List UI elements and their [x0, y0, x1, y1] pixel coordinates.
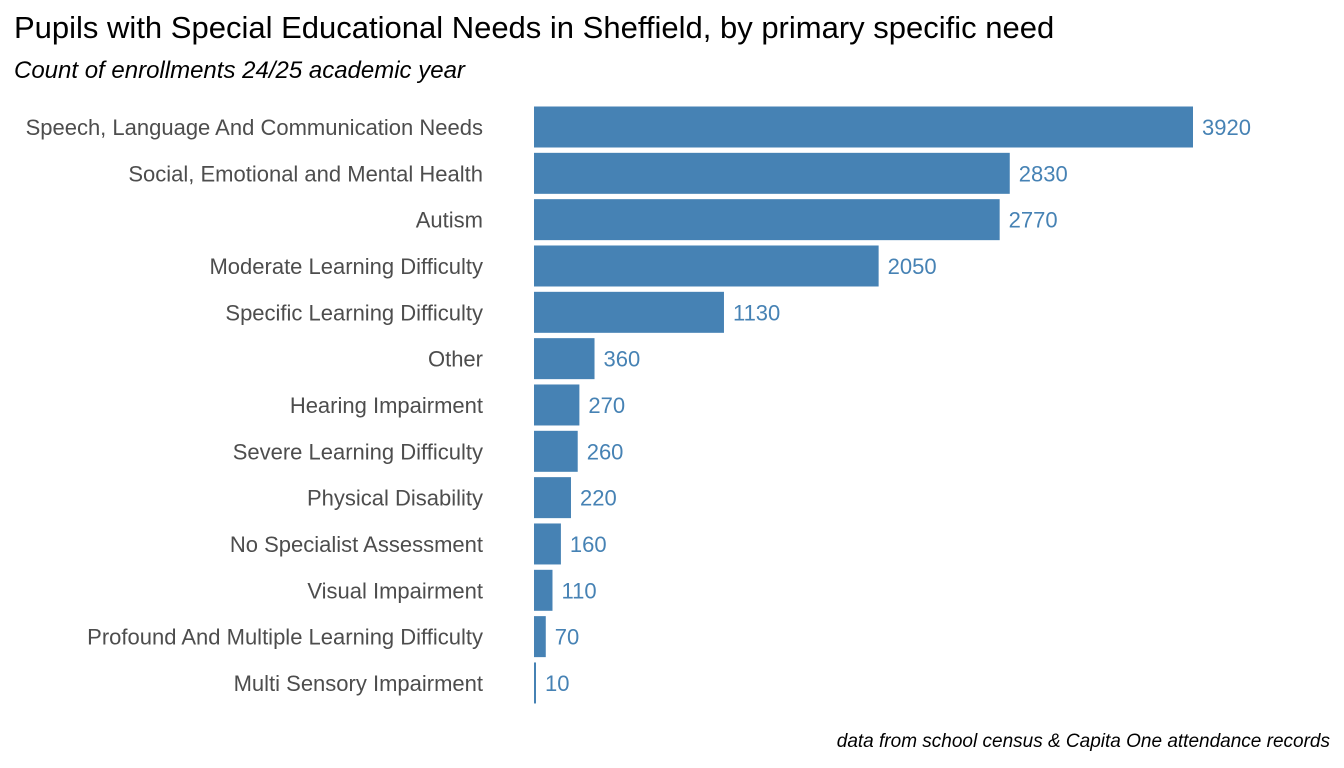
bar	[534, 384, 580, 426]
value-label: 3920	[1202, 115, 1251, 140]
bar	[534, 523, 561, 565]
value-label: 2770	[1009, 208, 1058, 233]
bar	[534, 106, 1193, 148]
value-labels: 3920 2830 2770 2050 1130 360 270 260 220 160 110 70…	[545, 115, 1251, 696]
value-label: 70	[555, 625, 579, 650]
bar	[534, 291, 724, 333]
bar	[534, 569, 553, 611]
chart-caption: data from school census & Capita One att…	[836, 731, 1330, 752]
value-label: 270	[588, 393, 625, 418]
bar	[534, 616, 546, 658]
bar	[534, 199, 1000, 241]
value-label: 110	[561, 578, 596, 603]
value-label: 160	[570, 532, 607, 557]
value-label: 220	[580, 486, 617, 511]
category-label: No Specialist Assessment	[230, 532, 483, 557]
bar	[534, 245, 879, 287]
category-label: Severe Learning Difficulty	[233, 439, 483, 464]
category-label: Autism	[416, 208, 483, 233]
bar	[534, 152, 1010, 194]
bars-group	[534, 106, 1193, 704]
chart-subtitle: Count of enrollments 24/25 academic year	[14, 57, 465, 84]
category-label: Social, Emotional and Mental Health	[128, 161, 483, 186]
category-label: Moderate Learning Difficulty	[209, 254, 483, 279]
category-label: Other	[428, 347, 483, 372]
category-label: Specific Learning Difficulty	[225, 300, 483, 325]
category-label: Profound And Multiple Learning Difficult…	[87, 625, 483, 650]
chart-title: Pupils with Special Educational Needs in…	[14, 10, 1055, 45]
category-label: Speech, Language And Communication Needs	[26, 115, 483, 140]
category-label: Multi Sensory Impairment	[234, 671, 483, 696]
value-label: 1130	[733, 300, 780, 325]
category-label: Physical Disability	[307, 486, 483, 511]
value-label: 260	[587, 439, 624, 464]
bar	[534, 477, 571, 519]
value-label: 2830	[1019, 161, 1068, 186]
category-labels: Speech, Language And Communication Needs…	[26, 115, 483, 696]
value-label: 360	[604, 347, 641, 372]
category-label: Visual Impairment	[307, 578, 483, 603]
value-label: 2050	[888, 254, 937, 279]
bar	[534, 338, 595, 380]
bar	[534, 662, 536, 704]
category-label: Hearing Impairment	[290, 393, 483, 418]
bar	[534, 430, 578, 472]
value-label: 10	[545, 671, 569, 696]
